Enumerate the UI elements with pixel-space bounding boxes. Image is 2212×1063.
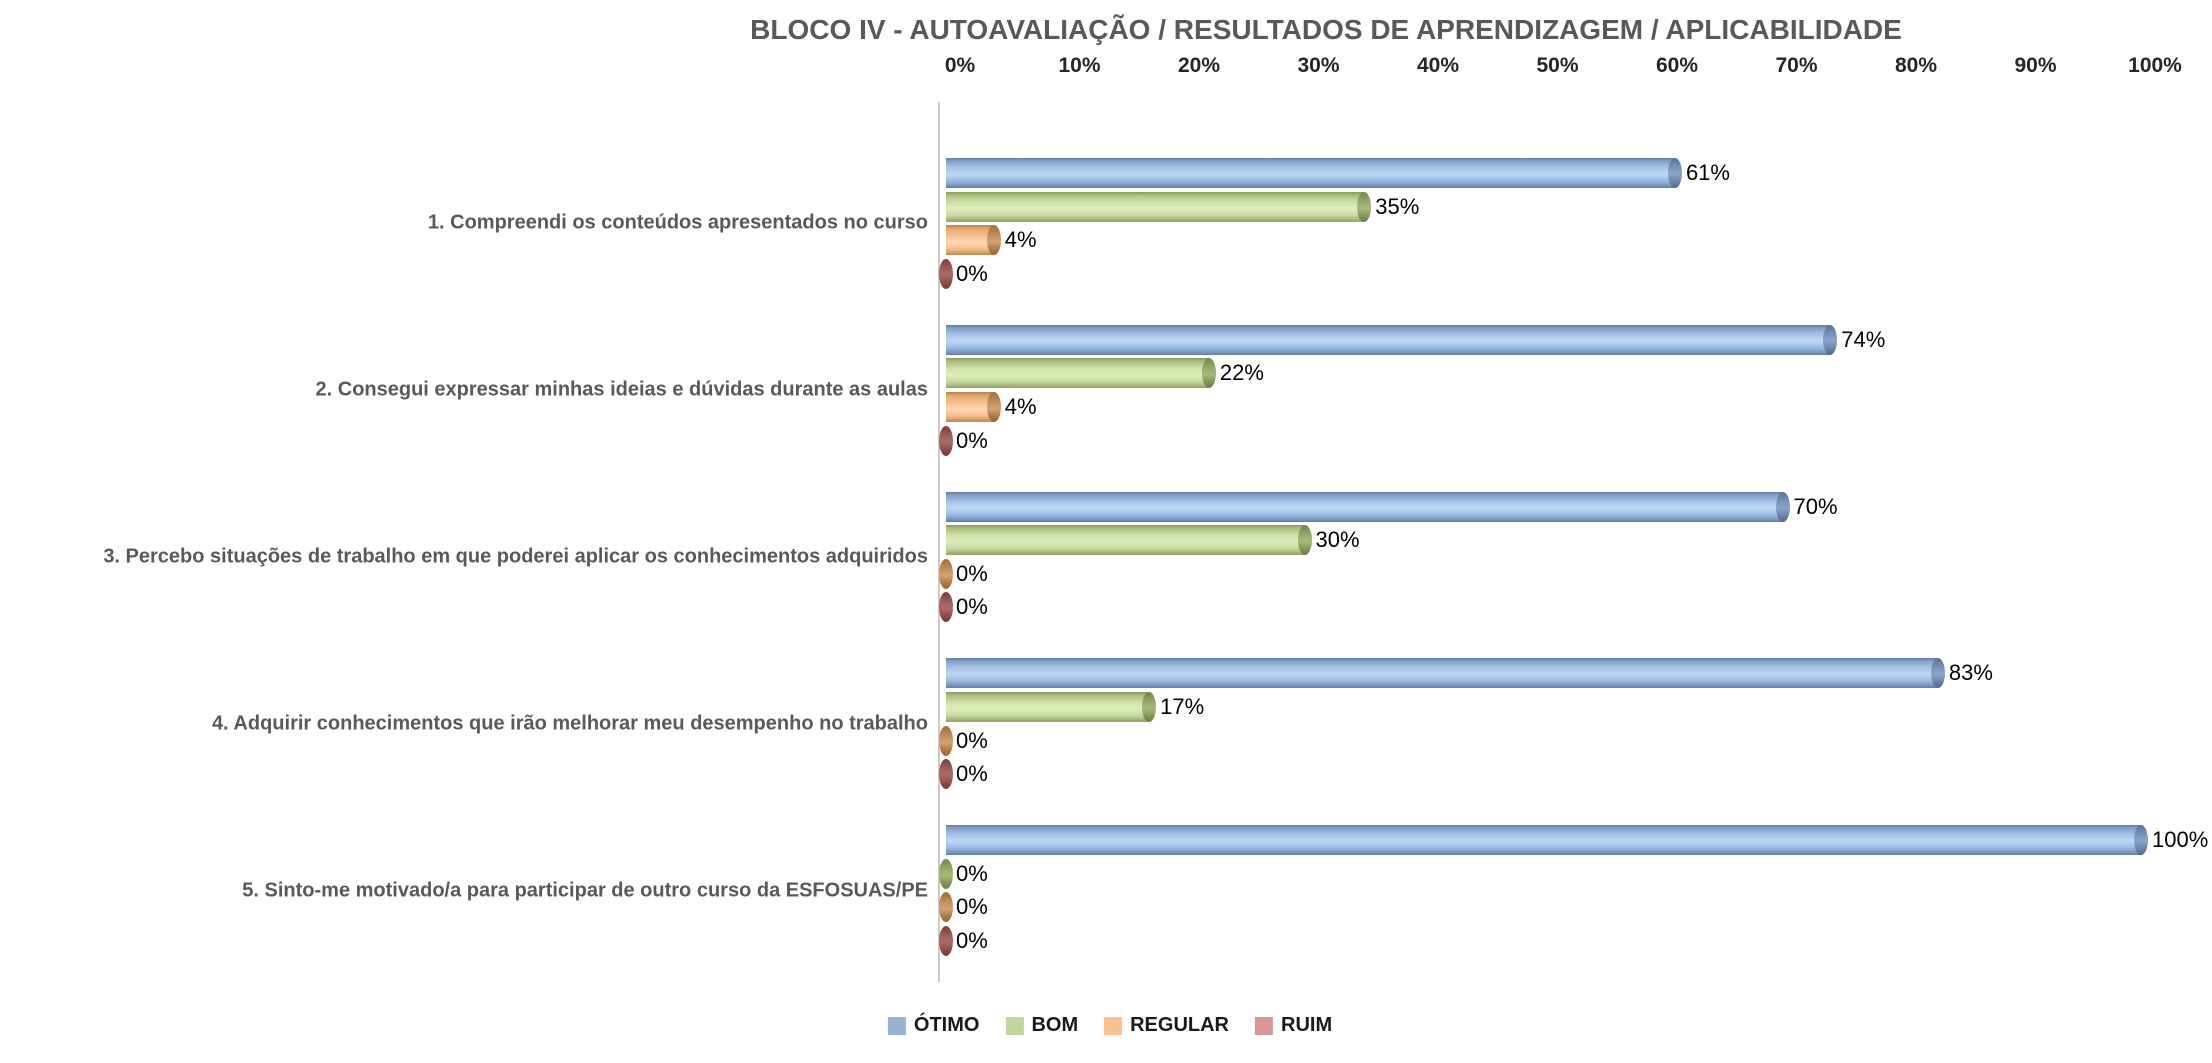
bar-end-cap [1930,658,1945,689]
bar-end-cap [1357,191,1372,222]
value-label: 22% [1219,360,1264,386]
bar-bom [946,358,1216,389]
value-label: 35% [1375,193,1420,219]
bar-bom [946,692,1157,722]
legend-label: RUIM [1281,1014,1333,1036]
legend-label: REGULAR [1130,1014,1229,1036]
bar-regular [946,225,1001,256]
category-axis-line [938,102,940,982]
bar-regular-zero [939,725,953,756]
bar-ruim-zero [939,759,953,790]
legend-item-ruim: RUIM [1255,1014,1332,1037]
x-axis-tick: 10% [1058,54,1101,77]
bar-end-cap [986,225,1001,256]
category-label: 3. Percebo situações de trabalho em que … [103,545,928,568]
bar-end-cap [1667,158,1682,188]
x-axis-tick: 60% [1655,54,1699,77]
legend-swatch-icon [1255,1016,1273,1035]
bar-bom-zero [939,858,953,889]
value-label: 0% [956,260,988,286]
value-label: 30% [1315,527,1360,553]
bar-end-cap [1201,358,1216,389]
value-label: 100% [2152,827,2209,853]
bar-ruim-zero [939,926,953,956]
bar-end-cap [1823,324,1838,355]
bar-bom [946,191,1372,222]
x-axis-tick: 40% [1416,54,1460,77]
bar-regular [946,392,1001,422]
value-label: 17% [1160,694,1205,719]
x-axis-tick: 20% [1177,54,1221,77]
category-label: 4. Adquirir conhecimentos que irão melho… [211,712,928,735]
category-label: 2. Consegui expressar minhas ideias e dú… [315,378,928,401]
bar-end-cap [1142,692,1157,722]
legend-item-regular: REGULAR [1104,1014,1229,1037]
bar-regular-zero [939,892,953,923]
bar-end-cap [986,392,1001,422]
chart-title: BLOCO IV - AUTOAVALIAÇÃO / RESULTADOS DE… [750,14,1902,45]
bar-otimo [946,825,2148,856]
x-axis-tick: 70% [1775,54,1818,77]
legend: ÓTIMO BOM REGULAR RUIM [887,1014,1332,1037]
bar-otimo [946,658,1945,689]
legend-item-otimo: ÓTIMO [887,1014,980,1037]
value-label: 4% [1004,394,1037,419]
legend-swatch-icon [1104,1016,1123,1035]
x-axis-tick: 30% [1297,54,1340,77]
bar-otimo [946,491,1790,522]
value-label: 83% [1948,660,1993,686]
bar-ruim-zero [939,592,953,623]
value-label: 0% [956,727,988,753]
plot-area: 61% 74% 70% 83% 100% 35% 22% 30% 17% 0% 4% 4% 0% 0% 0%… [939,102,2208,986]
bar-otimo [946,324,1838,355]
legend-item-bom: BOM [1005,1014,1078,1037]
bar-bom [946,525,1312,556]
bar-end-cap [2134,825,2148,856]
x-axis-tick: 100% [2128,54,2182,77]
bar-regular-zero [939,558,953,589]
value-label: 70% [1793,493,1838,519]
category-label: 5. Sinto-me motivado/a para participar d… [242,879,928,902]
x-axis-tick: 50% [1536,54,1579,77]
value-label: 0% [956,860,988,886]
value-label: 0% [956,560,988,586]
bar-end-cap [1297,525,1312,556]
bar-end-cap [1775,491,1790,522]
value-label: 0% [956,761,988,787]
legend-label: ÓTIMO [913,1014,980,1036]
value-label: 4% [1004,227,1037,253]
value-label: 74% [1841,326,1886,352]
x-axis-tick: 90% [2014,54,2057,77]
bar-otimo [946,158,1682,188]
legend-swatch-icon [1005,1016,1024,1035]
value-label: 61% [1685,160,1730,185]
legend-swatch-icon [887,1016,906,1035]
bar-ruim-zero [939,258,953,289]
category-label: 1. Compreendi os conteúdos apresentados … [427,211,928,234]
legend-label: BOM [1031,1014,1079,1036]
value-label: 0% [956,894,988,920]
x-axis-tick: 0% [944,54,976,77]
bar-ruim-zero [939,425,953,456]
value-label: 0% [956,928,988,953]
value-label: 0% [956,594,988,620]
x-axis-tick: 80% [1894,54,1938,77]
value-label: 0% [956,427,988,453]
